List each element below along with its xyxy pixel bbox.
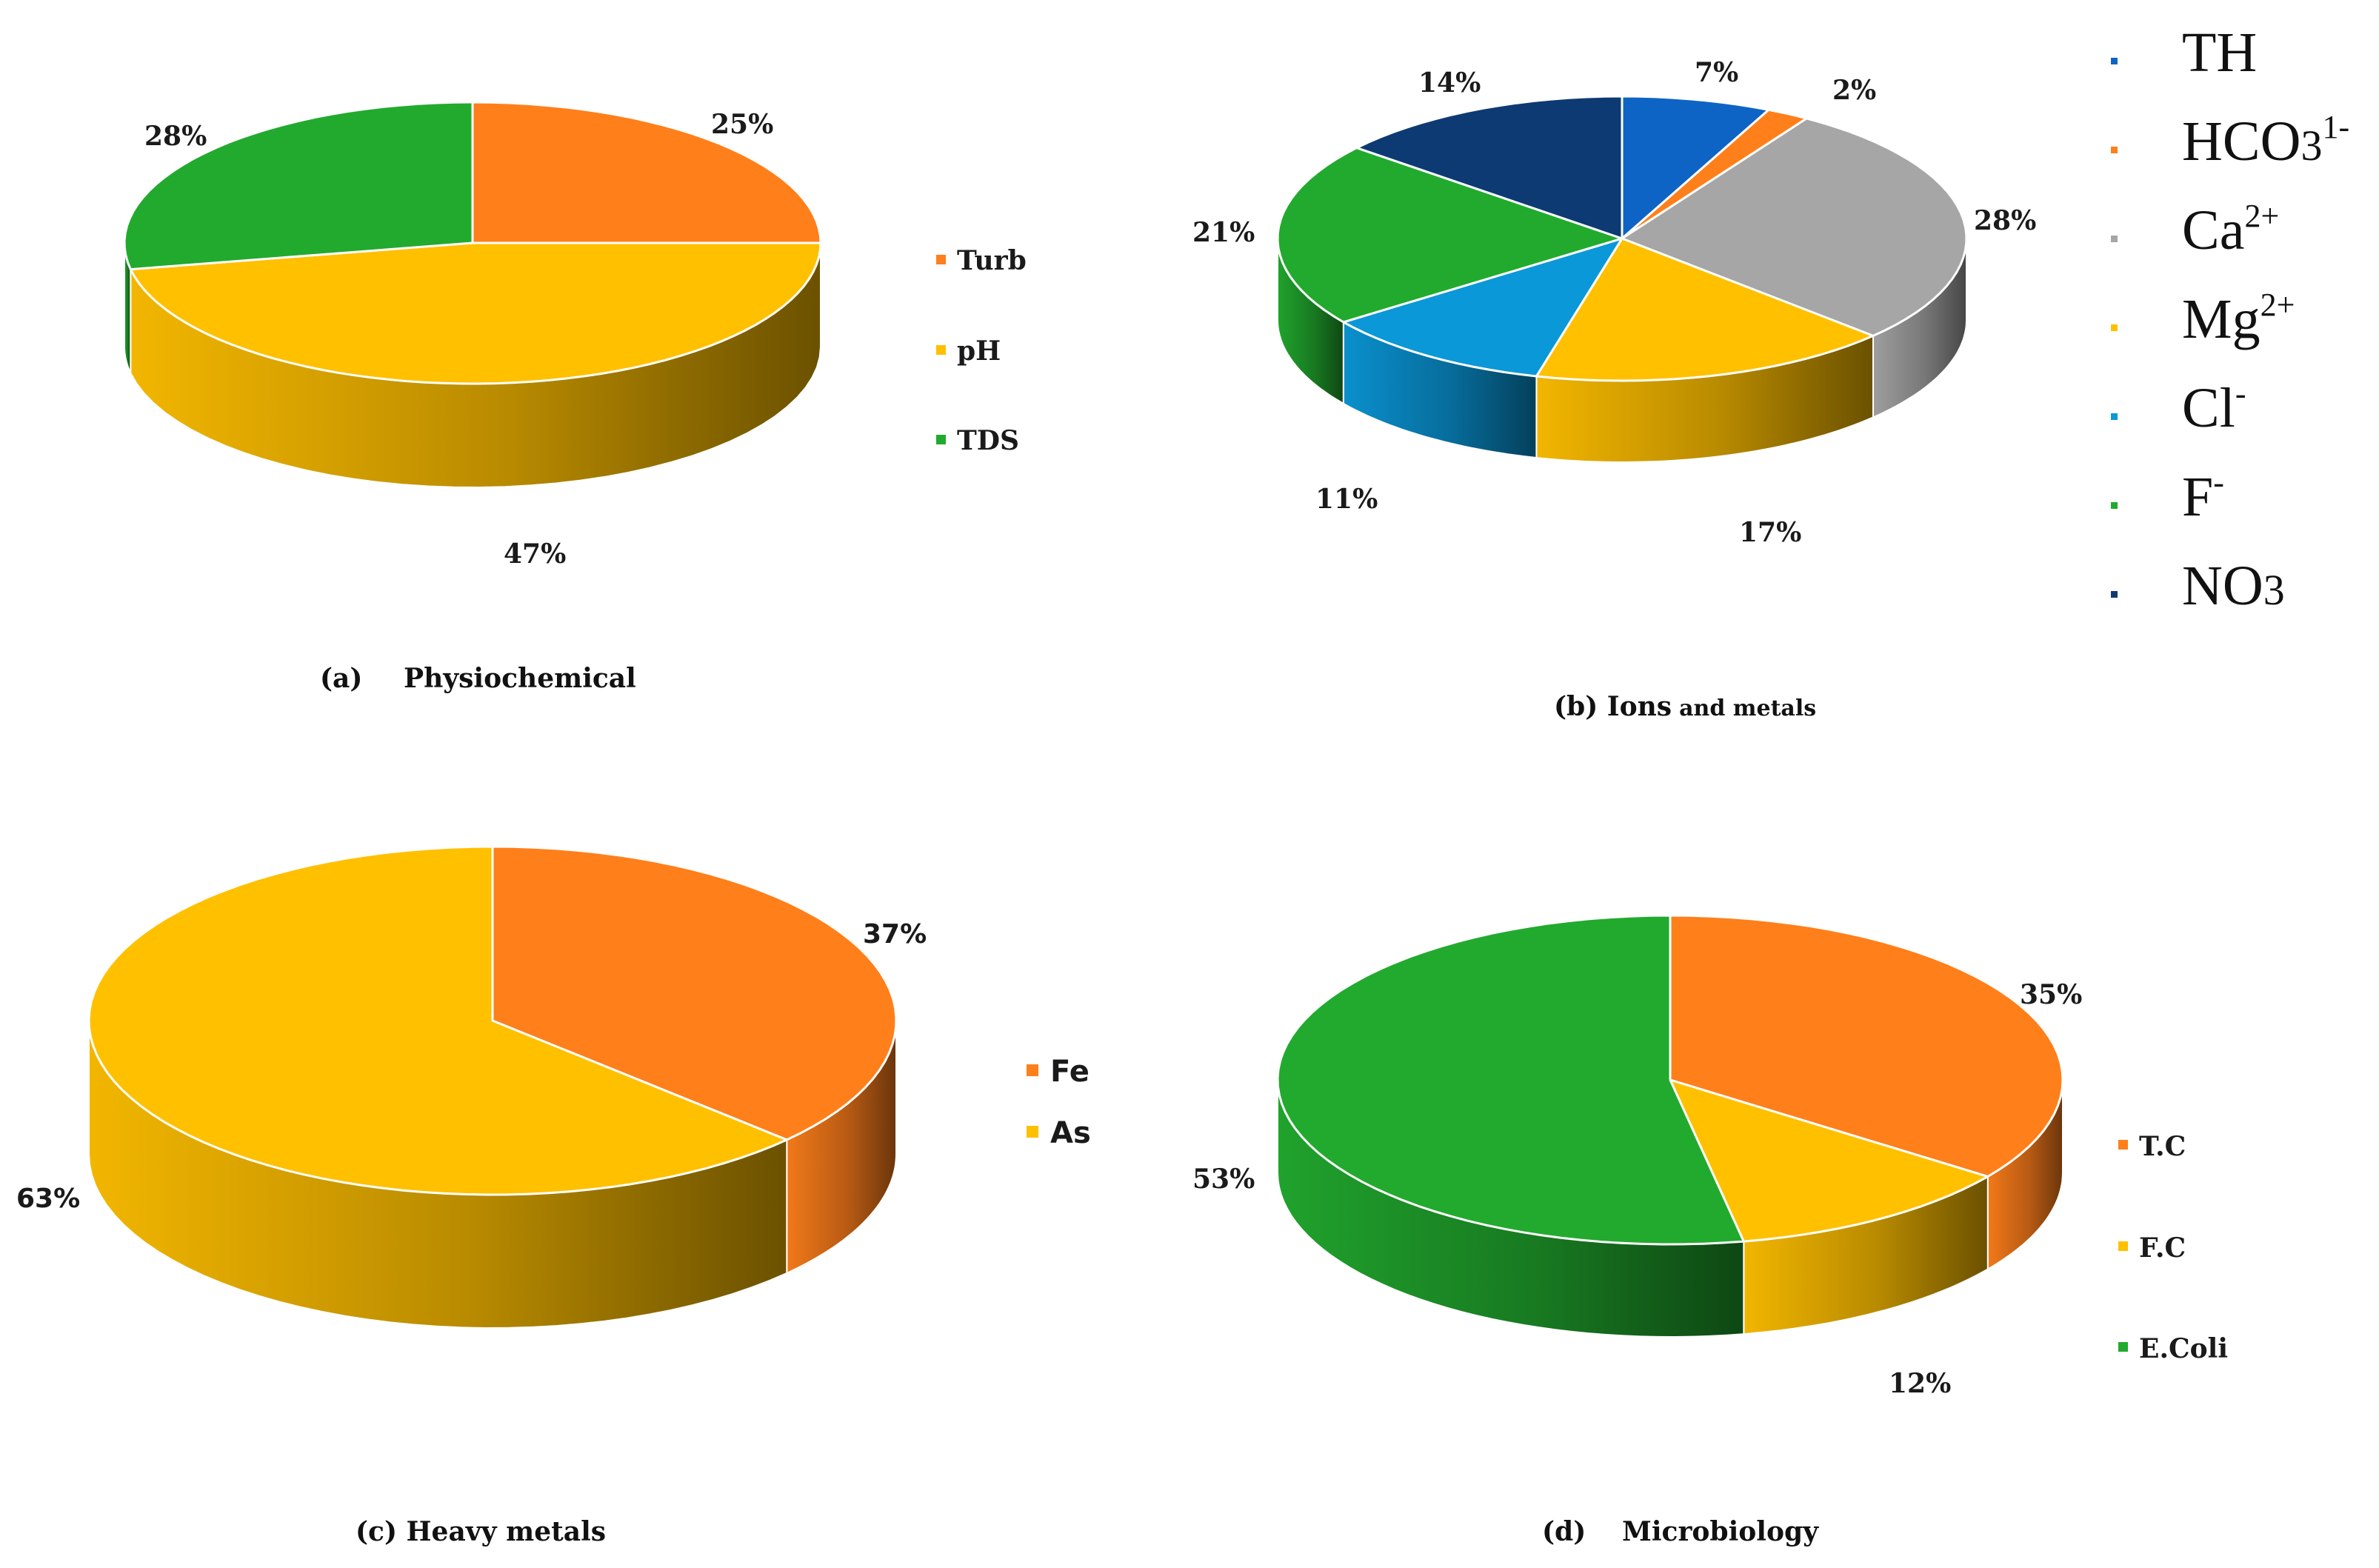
pie-a-label-ph: 47%: [504, 538, 566, 570]
caption-b-text: (b) Ions and metals: [1554, 691, 1816, 722]
legend-b-label-2: Ca2+: [2182, 198, 2279, 261]
legend-b-label-4: Cl-: [2182, 376, 2246, 439]
legend-label-tds: TDS: [957, 425, 1019, 456]
legend-marker-fe: [1027, 1064, 1038, 1076]
legend-marker-tds: [936, 435, 946, 444]
legend-label-fe: Fe: [1050, 1055, 1090, 1089]
pie-b-slice-5: [1276, 147, 1624, 324]
pie-c-slices: [87, 845, 898, 1330]
pie-b-slice-0: [1621, 95, 1770, 240]
pie-a-top: [123, 101, 822, 385]
legend-marker-ecoli: [2118, 1342, 2128, 1352]
pie-chart-heavy-metals: 37% 63% Fe As (c) Heavy metals: [16, 845, 1091, 1547]
legend-label-as: As: [1050, 1116, 1091, 1150]
pie-c-label-as: 63%: [16, 1184, 80, 1214]
pie-d-label-ecoli: 53%: [1192, 1164, 1255, 1195]
legend-b-marker-6: [2111, 591, 2118, 598]
legend-marker-as: [1027, 1126, 1038, 1138]
pie-d-slice-0: [1669, 914, 2064, 1178]
pie-d-slices: [1276, 914, 2064, 1338]
pie-b-top: [1276, 95, 1968, 382]
legend-b-marker-0: [2111, 58, 2118, 64]
pie-c-slice-0: [491, 845, 898, 1141]
pie-c-top: [87, 845, 898, 1196]
pie-b-slice-6: [1355, 95, 1624, 240]
pie-b-label-th: 7%: [1695, 57, 1738, 88]
legend-b-marker-5: [2111, 502, 2118, 509]
legend-marker-ph: [936, 345, 946, 355]
pie-a-legend: Turb pH TDS: [936, 245, 1027, 456]
pie-b-label-no3: 14%: [1418, 67, 1481, 99]
legend-b-label-3: Mg2+: [2182, 287, 2295, 350]
pie-b-legend: TH HCO31- Ca2+ Mg2+ Cl- F- NO3: [2111, 21, 2349, 617]
pie-chart-microbiology: 35% 12% 53% T.C F.C E.Coli (d) Microbiol…: [1192, 914, 2228, 1547]
pie-b-slice-3: [1535, 237, 1875, 382]
pie-d-slice-2: [1276, 914, 1745, 1246]
pie-b-label-hco3: 2%: [1832, 75, 1876, 106]
legend-b-marker-3: [2111, 324, 2118, 331]
legend-label-ecoli: E.Coli: [2139, 1333, 2228, 1364]
legend-label-tc: T.C: [2139, 1131, 2186, 1162]
pie-b-label-ca: 28%: [1974, 205, 2036, 236]
pie-d-sides: [1277, 1079, 2063, 1338]
pie-c-legend: Fe As: [1027, 1055, 1091, 1150]
pie-d-label-fc: 12%: [1889, 1368, 1951, 1399]
legend-label-ph: pH: [957, 336, 1001, 367]
pie-d-label-tc: 35%: [2020, 979, 2082, 1010]
caption-a-text: Physiochemical: [404, 663, 636, 694]
pie-a-slice-1: [129, 241, 822, 385]
legend-marker-tc: [2118, 1140, 2128, 1150]
pie-b-slices: [1276, 95, 1968, 463]
legend-b-label-1: HCO31-: [2182, 109, 2349, 173]
legend-marker-fc: [2118, 1241, 2128, 1251]
caption-d-text: Microbiology: [1622, 1516, 1819, 1547]
legend-b-label-0: TH: [2182, 21, 2257, 84]
legend-b-marker-4: [2111, 413, 2118, 420]
pie-b-label-f: 21%: [1192, 217, 1255, 248]
caption-c-text: (c) Heavy metals: [356, 1516, 606, 1547]
pie-chart-ions-and-metals: 7% 2% 28% 17% 11% 21% 14% TH HCO31- Ca2+ Mg…: [1192, 21, 2349, 722]
legend-b-marker-2: [2111, 236, 2118, 242]
legend-b-label-6: NO3: [2182, 555, 2285, 617]
legend-label-turb: Turb: [957, 245, 1027, 276]
pie-b-slice-1: [1621, 108, 1808, 240]
pie-a-label-turb: 25%: [711, 109, 773, 140]
caption-a-letter: (a): [320, 663, 362, 694]
pie-b-label-mg: 17%: [1739, 517, 1801, 548]
pie-a-label-tds: 28%: [144, 121, 207, 152]
pie-c-label-fe: 37%: [863, 919, 927, 950]
pie-a-slices: [123, 101, 822, 489]
pie-a-slice-0: [471, 101, 822, 244]
legend-b-marker-1: [2111, 147, 2118, 153]
legend-marker-turb: [936, 255, 946, 264]
pie-d-top: [1276, 914, 2064, 1246]
pie-d-legend: T.C F.C E.Coli: [2118, 1131, 2228, 1364]
pie-b-label-cl: 11%: [1315, 484, 1378, 515]
pie-d-slice-1: [1669, 1078, 1989, 1243]
legend-label-fc: F.C: [2139, 1232, 2186, 1264]
pie-b-slice-2: [1621, 117, 1968, 337]
pie-b-slice-4: [1342, 237, 1624, 378]
pie-a-slice-2: [123, 101, 474, 271]
pie-c-slice-1: [87, 845, 788, 1196]
legend-b-label-5: F-: [2182, 464, 2224, 528]
caption-d-letter: (d): [1542, 1516, 1586, 1547]
pie-chart-physiochemical: 25% 47% 28% Turb pH TDS (a) Physiochemic…: [123, 101, 1027, 694]
